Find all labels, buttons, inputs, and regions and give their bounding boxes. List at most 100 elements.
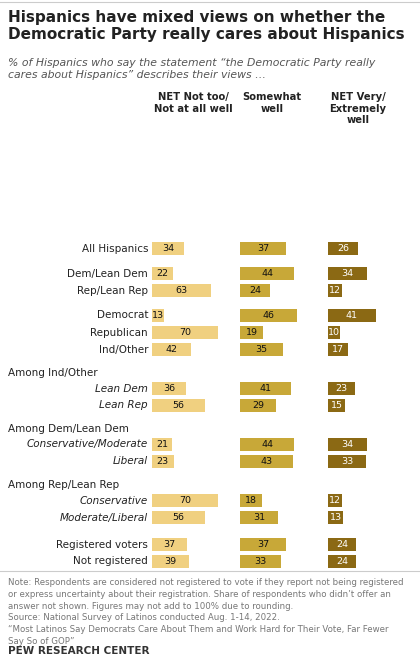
Text: 46: 46 (262, 311, 274, 320)
Text: 41: 41 (259, 384, 271, 393)
Text: 42: 42 (165, 345, 178, 354)
Text: 63: 63 (176, 286, 188, 295)
Text: Dem/Lean Dem: Dem/Lean Dem (67, 268, 148, 278)
Bar (328, 267, 368, 280)
Bar (152, 326, 218, 339)
Bar (328, 438, 368, 451)
Text: 34: 34 (341, 269, 354, 278)
Bar (328, 326, 340, 339)
Text: 23: 23 (157, 457, 169, 466)
Bar (152, 538, 186, 551)
Text: 35: 35 (256, 345, 268, 354)
Bar (240, 326, 263, 339)
Bar (240, 242, 286, 255)
Text: 44: 44 (261, 269, 273, 278)
Bar (152, 309, 164, 322)
Bar (240, 267, 294, 280)
Text: Moderate/Liberal: Moderate/Liberal (60, 513, 148, 523)
Text: 19: 19 (246, 328, 258, 337)
Text: 33: 33 (254, 557, 267, 566)
Text: Somewhat
well: Somewhat well (242, 92, 302, 114)
Text: 33: 33 (341, 457, 353, 466)
Text: 22: 22 (156, 269, 168, 278)
Bar (240, 455, 293, 468)
Text: 31: 31 (253, 513, 265, 522)
Bar (152, 511, 205, 524)
Bar (240, 399, 276, 412)
Bar (328, 399, 345, 412)
Bar (152, 455, 173, 468)
Text: Among Dem/Lean Dem: Among Dem/Lean Dem (8, 424, 129, 434)
Text: PEW RESEARCH CENTER: PEW RESEARCH CENTER (8, 646, 150, 656)
Bar (328, 455, 366, 468)
Text: Liberal: Liberal (113, 456, 148, 466)
Text: 37: 37 (163, 540, 176, 549)
Bar (328, 494, 342, 507)
Text: 41: 41 (346, 311, 358, 320)
Bar (240, 511, 278, 524)
Bar (152, 494, 218, 507)
Text: Registered voters: Registered voters (56, 539, 148, 549)
Text: % of Hispanics who say the statement “the Democratic Party really
cares about Hi: % of Hispanics who say the statement “th… (8, 58, 375, 80)
Text: 12: 12 (329, 496, 341, 505)
Bar (328, 284, 342, 297)
Bar (328, 538, 356, 551)
Text: Ind/Other: Ind/Other (99, 344, 148, 354)
Text: Republican: Republican (90, 328, 148, 338)
Text: Among Ind/Other: Among Ind/Other (8, 368, 97, 378)
Text: Not registered: Not registered (73, 557, 148, 567)
Bar (152, 242, 184, 255)
Text: 15: 15 (331, 401, 343, 410)
Bar (152, 267, 173, 280)
Text: 23: 23 (335, 384, 347, 393)
Text: Hispanics have mixed views on whether the
Democratic Party really cares about Hi: Hispanics have mixed views on whether th… (8, 10, 404, 43)
Text: 34: 34 (162, 244, 174, 253)
Text: 70: 70 (179, 328, 191, 337)
Text: 70: 70 (179, 496, 191, 505)
Text: 29: 29 (252, 401, 264, 410)
Bar (240, 494, 262, 507)
Text: 18: 18 (245, 496, 257, 505)
Text: 26: 26 (337, 244, 349, 253)
Text: Democrat: Democrat (97, 310, 148, 320)
Text: 10: 10 (328, 328, 340, 337)
Bar (152, 438, 172, 451)
Text: Note: Respondents are considered not registered to vote if they report not being: Note: Respondents are considered not reg… (8, 578, 404, 646)
Text: 44: 44 (261, 440, 273, 449)
Text: 24: 24 (336, 557, 348, 566)
Text: Conservative: Conservative (80, 496, 148, 505)
Text: NET Not too/
Not at all well: NET Not too/ Not at all well (154, 92, 232, 114)
Bar (240, 382, 291, 395)
Bar (240, 438, 294, 451)
Text: 17: 17 (332, 345, 344, 354)
Text: 36: 36 (163, 384, 175, 393)
Bar (240, 284, 270, 297)
Text: NET Very/
Extremely
well: NET Very/ Extremely well (330, 92, 386, 125)
Bar (328, 382, 354, 395)
Bar (152, 382, 186, 395)
Text: Rep/Lean Rep: Rep/Lean Rep (77, 286, 148, 296)
Text: Lean Dem: Lean Dem (95, 384, 148, 394)
Text: 37: 37 (257, 540, 269, 549)
Text: All Hispanics: All Hispanics (81, 244, 148, 254)
Text: 56: 56 (172, 401, 184, 410)
Bar (328, 511, 343, 524)
Text: 39: 39 (164, 557, 176, 566)
Bar (328, 309, 375, 322)
Text: 56: 56 (172, 513, 184, 522)
Text: 13: 13 (152, 311, 164, 320)
Text: 37: 37 (257, 244, 269, 253)
Text: Among Rep/Lean Rep: Among Rep/Lean Rep (8, 480, 119, 490)
Text: Conservative/Moderate: Conservative/Moderate (27, 440, 148, 450)
Text: 34: 34 (341, 440, 354, 449)
Bar (240, 538, 286, 551)
Bar (328, 555, 356, 568)
Text: 43: 43 (260, 457, 273, 466)
Bar (240, 555, 281, 568)
Bar (152, 343, 192, 356)
Bar (152, 399, 205, 412)
Bar (152, 284, 211, 297)
Text: 24: 24 (336, 540, 348, 549)
Bar (240, 343, 283, 356)
Text: 24: 24 (249, 286, 261, 295)
